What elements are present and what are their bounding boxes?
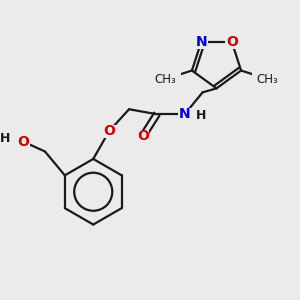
Text: CH₃: CH₃: [154, 73, 176, 85]
Text: CH₃: CH₃: [257, 73, 278, 85]
FancyBboxPatch shape: [16, 135, 30, 148]
FancyBboxPatch shape: [225, 35, 239, 49]
Text: N: N: [179, 107, 190, 121]
FancyBboxPatch shape: [0, 133, 12, 145]
Text: O: O: [17, 135, 29, 148]
FancyBboxPatch shape: [195, 109, 207, 121]
FancyBboxPatch shape: [194, 35, 208, 49]
Text: O: O: [137, 129, 149, 143]
Text: H: H: [195, 109, 206, 122]
Text: N: N: [196, 34, 207, 49]
FancyBboxPatch shape: [252, 72, 284, 86]
Text: H: H: [0, 132, 11, 145]
FancyBboxPatch shape: [136, 130, 149, 142]
Text: O: O: [103, 124, 115, 138]
FancyBboxPatch shape: [178, 108, 191, 121]
FancyBboxPatch shape: [103, 125, 116, 138]
Text: O: O: [226, 34, 238, 49]
FancyBboxPatch shape: [150, 72, 181, 86]
